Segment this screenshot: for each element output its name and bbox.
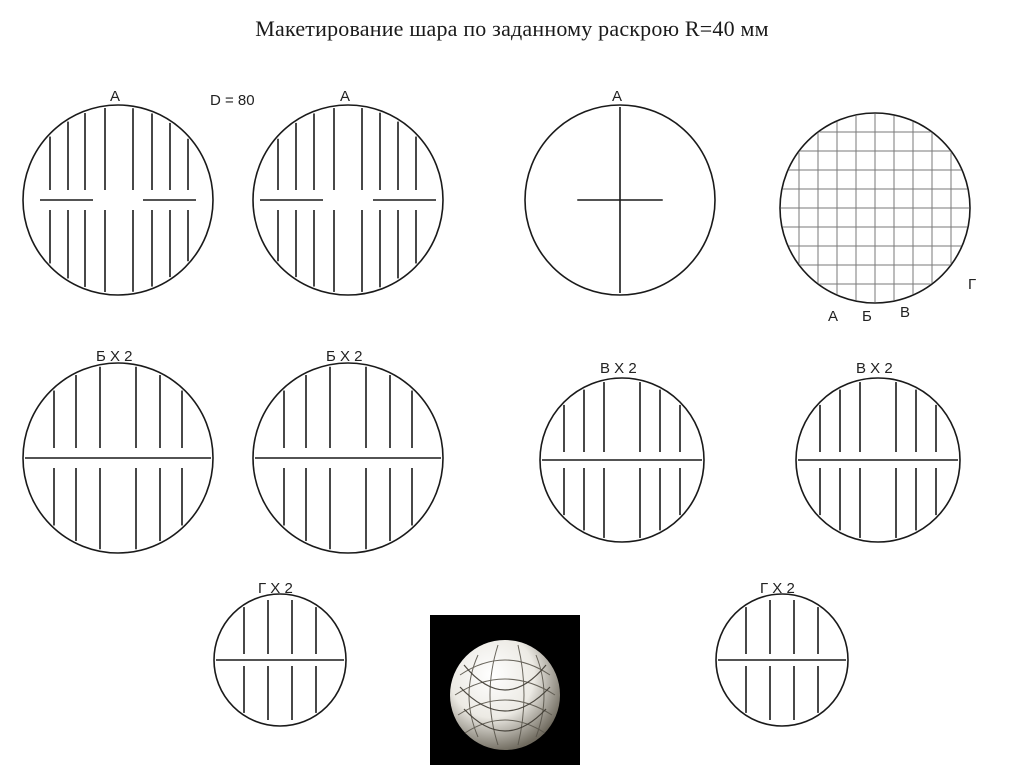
grid-corner-label: Г — [968, 276, 976, 293]
sphere-photo-svg — [430, 615, 580, 765]
circle-label: В Х 2 — [600, 360, 637, 377]
page: Макетирование шара по заданному раскрою … — [0, 0, 1024, 767]
circle-label: А — [110, 88, 120, 105]
circle-label: А — [340, 88, 350, 105]
circle-label: Г Х 2 — [760, 580, 795, 597]
circle-label: D = 80 — [210, 92, 255, 109]
grid-corner-label: В — [900, 304, 910, 321]
grid-corner-label: Б — [862, 308, 872, 325]
page-title: Макетирование шара по заданному раскрою … — [0, 16, 1024, 42]
grid-corner-label: А — [828, 308, 838, 325]
circle-label: Б Х 2 — [96, 348, 133, 365]
sphere-photo — [430, 615, 580, 765]
circle-label: Г Х 2 — [258, 580, 293, 597]
circle-label: Б Х 2 — [326, 348, 363, 365]
diagram-area: А D = 80 А А А Б В Г Б Х 2 Б Х 2 В Х 2 В Х 2 Г Х 2 Г … — [0, 60, 1024, 767]
circle-label: В Х 2 — [856, 360, 893, 377]
circle-label: А — [612, 88, 622, 105]
